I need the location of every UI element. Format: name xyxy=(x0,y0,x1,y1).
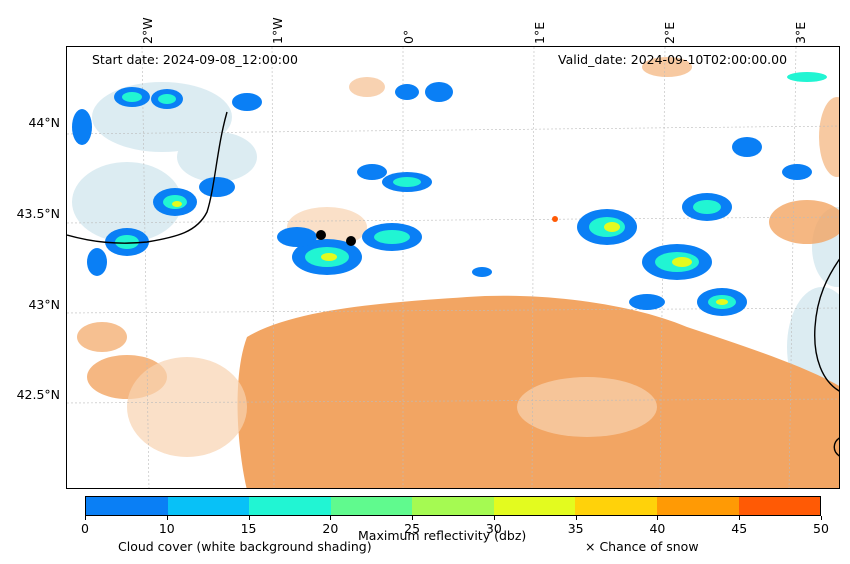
lon-tick: 3°E xyxy=(793,21,808,44)
lat-tick: 43.5°N xyxy=(16,206,60,221)
lon-tick: 2°W xyxy=(140,17,155,44)
lat-tick: 42.5°N xyxy=(16,387,60,402)
colorbar-tickmark xyxy=(412,516,414,520)
colorbar-tickmark xyxy=(85,516,86,520)
snow-legend: × Chance of snow xyxy=(585,539,699,554)
colorbar-tickmark xyxy=(248,516,250,520)
colorbar-tickmark xyxy=(821,516,822,520)
colorbar-segment xyxy=(249,497,331,515)
colorbar-segment xyxy=(330,497,413,515)
colorbar-segment xyxy=(167,497,250,515)
location-markers xyxy=(316,230,356,246)
lon-tick: 2°E xyxy=(662,21,677,44)
colorbar-tick-label: 45 xyxy=(731,521,748,536)
colorbar-tickmark xyxy=(657,516,659,520)
colorbar-segment xyxy=(86,497,168,515)
colorbar-tick-label: 40 xyxy=(649,521,666,536)
colorbar-tick-label: 0 xyxy=(81,521,89,536)
colorbar-segment xyxy=(575,497,657,515)
colorbar-tick-label: 10 xyxy=(158,521,175,536)
colorbar-tick-label: 30 xyxy=(485,521,502,536)
start-date-label: Start date: 2024-09-08_12:00:00 xyxy=(92,52,298,67)
colorbar-tick-label: 25 xyxy=(404,521,421,536)
reflectivity-colorbar xyxy=(85,496,821,516)
colorbar-segment xyxy=(738,497,821,515)
lon-tick: 1°W xyxy=(270,17,285,44)
colorbar-tickmark xyxy=(493,516,495,520)
lat-tick: 44°N xyxy=(28,115,60,130)
reflectivity-cells xyxy=(72,72,827,316)
colorbar-segment xyxy=(493,497,576,515)
colorbar-tickmark xyxy=(166,516,168,520)
colorbar-tickmark xyxy=(575,516,577,520)
coastline xyxy=(67,111,839,457)
colorbar-tick-label: 50 xyxy=(813,521,829,536)
colorbar-tickmark xyxy=(330,516,332,520)
colorbar-segment xyxy=(656,497,739,515)
colorbar-tick-label: 35 xyxy=(567,521,584,536)
map-panel xyxy=(66,46,840,489)
cloud-cover-legend: Cloud cover (white background shading) xyxy=(118,539,372,554)
colorbar-label: Maximum reflectivity (dbz) xyxy=(358,528,527,543)
valid-date-label: Valid_date: 2024-09-10T02:00:00.00 xyxy=(558,52,788,67)
lon-tick: 1°E xyxy=(532,21,547,44)
location-marker xyxy=(316,230,326,240)
colorbar-segment xyxy=(412,497,494,515)
lon-tick: 0° xyxy=(401,29,416,44)
colorbar-tickmark xyxy=(739,516,741,520)
location-marker xyxy=(346,236,356,246)
lat-tick: 43°N xyxy=(28,297,60,312)
map-canvas xyxy=(67,47,839,488)
colorbar-tick-label: 15 xyxy=(240,521,257,536)
colorbar-tick-label: 20 xyxy=(322,521,339,536)
